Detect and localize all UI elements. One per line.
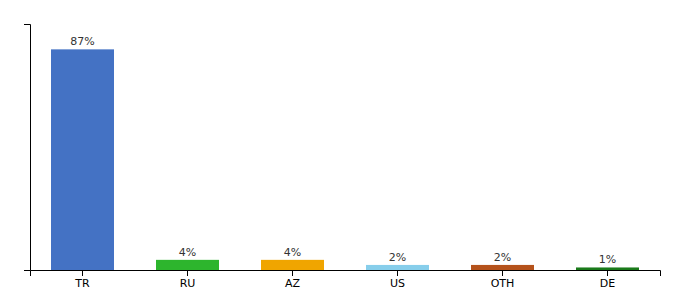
data-label: 4% xyxy=(179,246,196,259)
data-label: 2% xyxy=(389,251,406,264)
x-tick: DE xyxy=(600,270,615,290)
x-axis: TR RU AZ US OTH DE xyxy=(31,270,661,290)
x-tick-mark xyxy=(502,270,503,276)
data-labels: 87% 4% 4% 2% 2% 1% xyxy=(70,35,616,266)
data-label: 4% xyxy=(284,246,301,259)
data-label: 1% xyxy=(599,253,616,266)
chart-svg: 87% 4% 4% 2% 2% 1% TR RU AZ US OTH DE xyxy=(0,0,680,300)
x-tick: OTH xyxy=(491,270,515,290)
bar xyxy=(51,49,114,270)
bar xyxy=(576,267,639,270)
x-tick-label: US xyxy=(390,277,405,290)
x-tick: RU xyxy=(180,270,196,290)
x-tick: TR xyxy=(74,270,90,290)
data-label: 87% xyxy=(70,35,94,48)
bar xyxy=(366,265,429,270)
x-tick: AZ xyxy=(285,270,301,290)
x-axis-line xyxy=(31,271,661,277)
bars xyxy=(51,49,639,270)
x-tick-label: AZ xyxy=(285,277,301,290)
x-tick-mark xyxy=(397,270,398,276)
plot-area: 87% 4% 4% 2% 2% 1% TR RU AZ US OTH DE xyxy=(24,25,661,290)
x-tick-mark xyxy=(292,270,293,276)
bar xyxy=(261,260,324,270)
x-tick-mark xyxy=(82,270,83,276)
y-axis-line xyxy=(24,25,31,271)
x-tick-mark xyxy=(187,270,188,276)
chart-container: 87% 4% 4% 2% 2% 1% TR RU AZ US OTH DE xyxy=(0,0,680,300)
x-tick-label: OTH xyxy=(491,277,515,290)
x-tick-mark xyxy=(607,270,608,276)
x-tick-label: RU xyxy=(180,277,196,290)
x-tick-label: TR xyxy=(74,277,90,290)
bar xyxy=(156,260,219,270)
bar xyxy=(471,265,534,270)
data-label: 2% xyxy=(494,251,511,264)
x-tick: US xyxy=(390,270,405,290)
y-axis xyxy=(24,25,31,271)
x-tick-label: DE xyxy=(600,277,615,290)
